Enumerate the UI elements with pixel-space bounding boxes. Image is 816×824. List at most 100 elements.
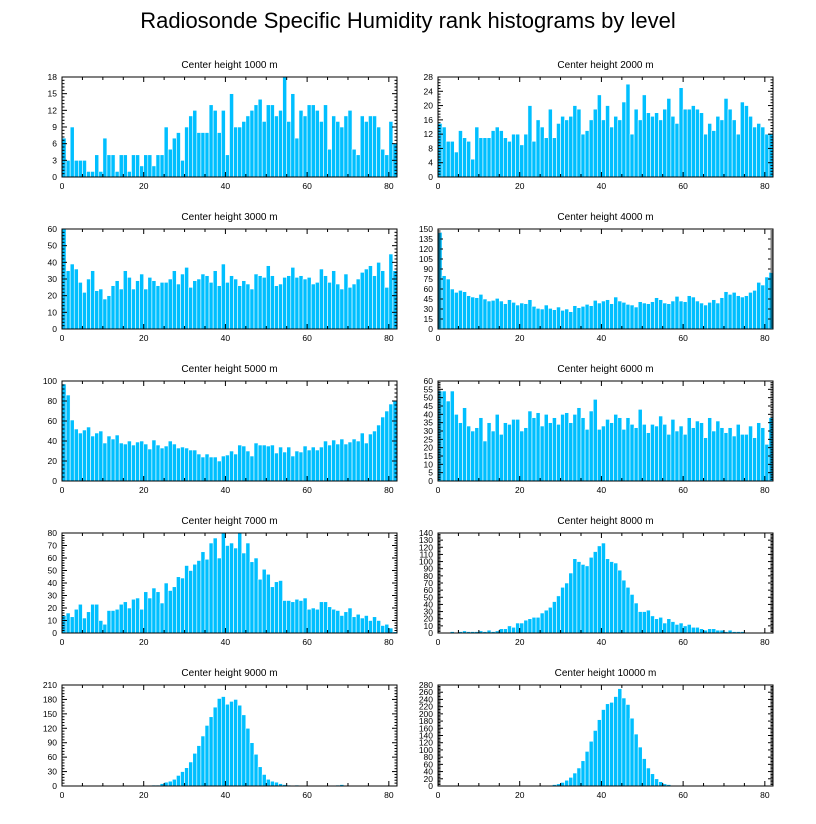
histogram-bar xyxy=(388,403,394,482)
histogram-bar xyxy=(678,300,684,330)
x-tick-label: 0 xyxy=(60,790,65,800)
histogram-bar xyxy=(650,301,655,330)
x-tick-label: 80 xyxy=(760,485,770,495)
histogram-bar xyxy=(364,121,369,178)
histogram-bar xyxy=(735,133,741,178)
histogram-bar xyxy=(637,746,643,787)
histogram-panel-2: Center height 2000 m 0 20 40 60 80 0 4 8 12 16 20 24… xyxy=(424,60,774,191)
y-tick-label: 100 xyxy=(43,376,57,386)
y-tick-label: 70 xyxy=(48,541,58,551)
histogram-bar xyxy=(748,425,753,482)
y-tick-label: 20 xyxy=(424,101,434,111)
histogram-bar xyxy=(286,121,292,178)
histogram-bar xyxy=(584,429,590,482)
histogram-bar xyxy=(233,126,238,178)
histogram-bar xyxy=(760,427,766,482)
y-tick-label: 55 xyxy=(424,384,434,394)
histogram-bar xyxy=(147,154,153,178)
histogram-bar xyxy=(102,137,108,178)
histogram-bar xyxy=(249,110,255,178)
histogram-bar xyxy=(78,432,83,482)
y-tick-label: 30 xyxy=(48,274,58,284)
histogram-bar xyxy=(670,621,676,634)
histogram-bar xyxy=(695,420,700,482)
histogram-bar xyxy=(355,154,361,178)
histogram-bar xyxy=(650,424,655,482)
histogram-bar xyxy=(629,717,635,787)
histogram-bar xyxy=(584,304,590,330)
histogram-bar xyxy=(253,273,259,330)
histogram-bar xyxy=(339,288,345,330)
histogram-bar xyxy=(212,110,218,178)
histogram-bar xyxy=(588,410,594,482)
histogram-bar xyxy=(543,609,549,634)
y-tick-label: 90 xyxy=(424,564,434,574)
x-tick-label: 80 xyxy=(384,181,394,191)
histogram-bar xyxy=(229,93,234,178)
histogram-bar xyxy=(196,278,202,330)
x-tick-label: 80 xyxy=(384,790,394,800)
x-tick-label: 60 xyxy=(302,333,312,343)
histogram-bar xyxy=(515,133,521,178)
y-tick-label: 20 xyxy=(424,614,434,624)
histogram-bar xyxy=(658,415,663,482)
histogram-bar xyxy=(646,609,651,634)
histogram-bar xyxy=(445,140,451,178)
histogram-bar xyxy=(511,419,516,482)
histogram-bar xyxy=(319,121,324,178)
histogram-bar xyxy=(139,273,145,330)
y-tick-label: 120 xyxy=(43,723,57,733)
histogram-bar xyxy=(314,608,320,634)
histogram-bar xyxy=(323,440,328,482)
histogram-panel-4: Center height 4000 m0 20 40 60 8001530456075… xyxy=(419,212,774,343)
histogram-bar xyxy=(208,456,214,482)
histogram-bar xyxy=(229,450,234,482)
histogram-bar xyxy=(690,105,696,178)
histogram-bar xyxy=(368,620,373,634)
histogram-bar xyxy=(159,447,165,482)
histogram-bar xyxy=(458,130,463,178)
histogram-bar xyxy=(257,578,263,634)
x-tick-label: 40 xyxy=(597,485,607,495)
histogram-bar xyxy=(127,440,132,482)
histogram-bar xyxy=(265,104,271,178)
histogram-bar xyxy=(531,306,537,330)
histogram-bar xyxy=(127,277,132,330)
plot-frame xyxy=(437,76,774,178)
histogram-bar xyxy=(155,444,161,482)
histogram-bar xyxy=(200,273,206,330)
y-tick-label: 60 xyxy=(424,585,434,595)
histogram-bar xyxy=(204,558,210,634)
y-tick-label: 60 xyxy=(48,553,58,563)
histogram-bar xyxy=(131,598,136,634)
x-tick-label: 0 xyxy=(436,485,441,495)
y-tick-label: 50 xyxy=(48,241,58,251)
histogram-bar xyxy=(646,112,651,178)
histogram-bar xyxy=(613,696,619,787)
histogram-bar xyxy=(494,298,500,330)
histogram-bar xyxy=(364,615,369,634)
x-tick-label: 80 xyxy=(760,181,770,191)
histogram-bar xyxy=(376,620,381,634)
histogram-bar xyxy=(531,417,537,482)
histogram-bar xyxy=(584,130,590,178)
x-tick-label: 20 xyxy=(139,333,149,343)
histogram-bar xyxy=(200,456,206,482)
histogram-bar xyxy=(494,126,500,178)
histogram-bar xyxy=(658,781,663,787)
x-tick-label: 20 xyxy=(515,181,525,191)
histogram-bar xyxy=(511,133,516,178)
histogram-bar xyxy=(527,410,533,482)
histogram-bar xyxy=(454,151,459,178)
histogram-bar xyxy=(184,126,189,178)
histogram-bar xyxy=(654,112,659,178)
y-tick-label: 0 xyxy=(428,324,433,334)
histogram-bar xyxy=(102,298,108,330)
y-tick-label: 60 xyxy=(48,416,58,426)
plot-frame xyxy=(61,380,398,482)
histogram-bar xyxy=(69,126,75,178)
histogram-bar xyxy=(486,137,492,178)
histogram-bar xyxy=(216,132,222,178)
histogram-bar xyxy=(253,557,259,634)
histogram-bar xyxy=(359,617,365,634)
